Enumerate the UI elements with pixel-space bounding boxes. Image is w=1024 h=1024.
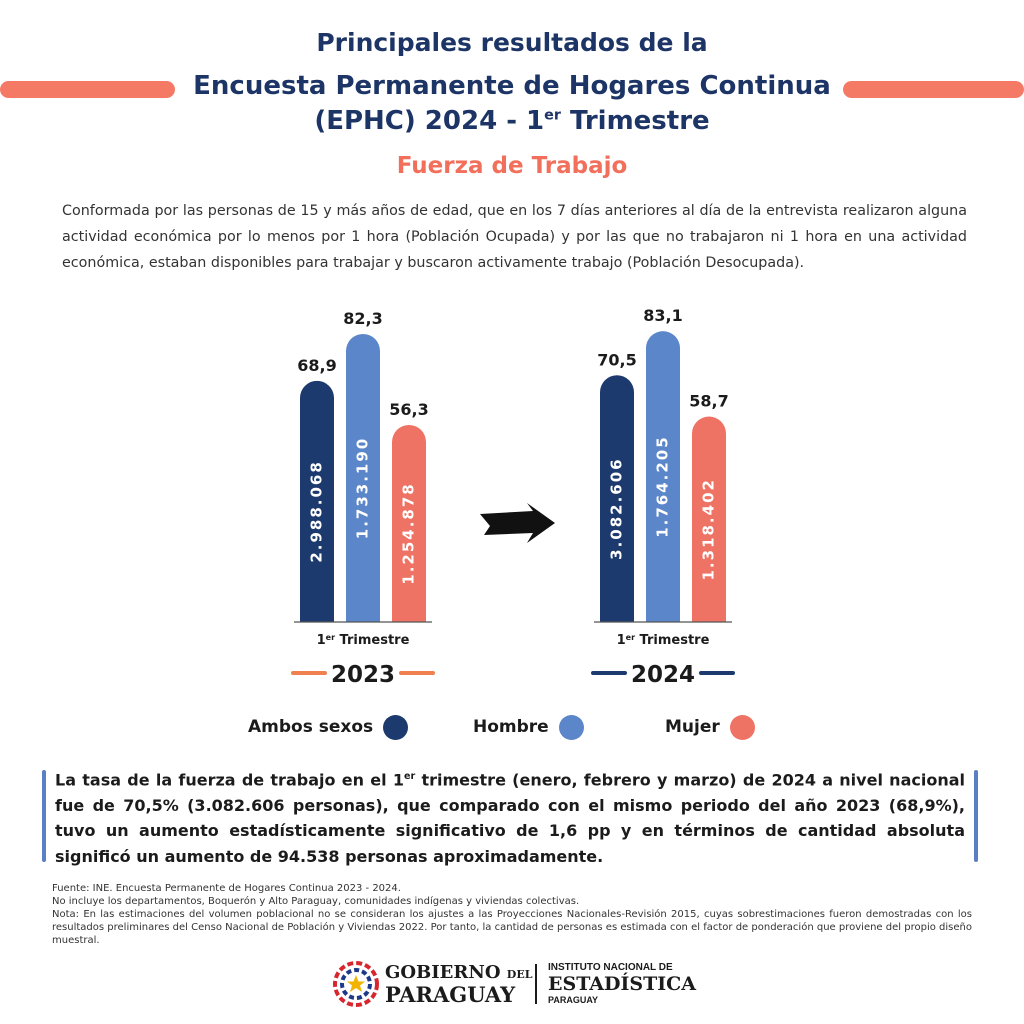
footnote-note: Nota: En las estimaciones del volumen po… <box>52 909 972 946</box>
persons-label-2023-1: 1.733.190 <box>354 437 372 539</box>
legend-dot-ambos <box>383 714 409 740</box>
header-left-accent-bar <box>0 81 175 98</box>
title-line-3-post: Trimestre <box>560 106 710 136</box>
bar-2024-1 <box>646 331 680 622</box>
legend-mujer: Mujer <box>665 712 755 742</box>
legend-label-hombre: Hombre <box>473 717 549 737</box>
year-label-2023: 2023 <box>331 662 395 688</box>
section-subtitle: Fuerza de Trabajo <box>396 153 628 179</box>
gobierno-emblem-icon <box>333 961 379 1007</box>
ine-bottom: PARAGUAY <box>548 995 599 1005</box>
footnote-source: Fuente: INE. Encuesta Permanente de Hoga… <box>52 883 401 894</box>
summary-left-rule <box>42 770 46 862</box>
arrow-icon <box>480 503 555 543</box>
value-label-2024-0: 70,5 <box>597 350 636 369</box>
logo-separator <box>535 964 537 1004</box>
value-label-2024-1: 83,1 <box>643 306 682 325</box>
ine-logo: INSTITUTO NACIONAL DE ESTADÍSTICA PARAGU… <box>548 958 696 1010</box>
title-line-3-sup: er <box>544 107 561 124</box>
summary-part-1: La tasa de la fuerza de trabajo en el 1 <box>55 770 404 790</box>
gobierno-bottom: PARAGUAY <box>385 981 516 1007</box>
summary-paragraph: La tasa de la fuerza de trabajo en el 1e… <box>55 764 965 869</box>
summary-right-rule <box>974 770 978 862</box>
legend-dot-hombre <box>558 714 584 740</box>
persons-label-2024-2: 1.318.402 <box>700 478 718 580</box>
header-right-accent-bar <box>843 81 1024 98</box>
labor-force-chart: 68,9 2.988.068 82,3 1.733.190 56,3 1.254.878 1… <box>291 306 735 688</box>
gobierno-wordmark: GOBIERNO DEL PARAGUAY <box>385 961 533 1007</box>
legend-hombre: Hombre <box>473 712 584 742</box>
gobierno-top: GOBIERNO <box>385 961 501 983</box>
persons-label-2024-1: 1.764.205 <box>654 435 672 537</box>
year-label-2024: 2024 <box>631 662 695 688</box>
value-label-2023-2: 56,3 <box>389 400 428 419</box>
legend-ambos: Ambos sexos <box>248 712 409 742</box>
footnote-exclusion: No incluye los departamentos, Boquerón y… <box>52 896 580 907</box>
title-line-3-pre: (EPHC) 2024 - 1 <box>314 106 545 136</box>
legend-label-ambos: Ambos sexos <box>248 717 374 737</box>
bar-2023-2 <box>392 424 426 622</box>
title-line-2: Encuesta Permanente de Hogares Continua <box>193 71 831 101</box>
period-label-2023: 1er Trimestre <box>317 633 410 649</box>
persons-label-2024-0: 3.082.606 <box>608 457 626 559</box>
period-label-2024: 1er Trimestre <box>617 633 710 649</box>
value-label-2024-2: 58,7 <box>689 392 728 411</box>
value-label-2023-0: 68,9 <box>297 356 336 375</box>
footnotes: Fuente: INE. Encuesta Permanente de Hoga… <box>52 882 972 947</box>
value-label-2023-1: 82,3 <box>343 309 382 328</box>
ine-mid: ESTADÍSTICA <box>548 973 697 995</box>
persons-label-2023-2: 1.254.878 <box>400 482 418 584</box>
bar-2023-1 <box>346 333 380 622</box>
summary-sup: er <box>403 771 416 782</box>
description-text: Conformada por las personas de 15 y más … <box>62 203 967 271</box>
bar-2024-2 <box>692 416 726 622</box>
bar-2024-0 <box>600 375 634 622</box>
legend-label-mujer: Mujer <box>665 717 720 737</box>
legend-dot-mujer <box>729 714 755 740</box>
bar-2023-0 <box>300 380 334 622</box>
gobierno-paraguay-logo: GOBIERNO DEL PARAGUAY <box>333 958 532 1010</box>
persons-label-2023-0: 2.988.068 <box>308 460 326 562</box>
title-line-3: (EPHC) 2024 - 1er Trimestre <box>0 106 1024 136</box>
ine-top: INSTITUTO NACIONAL DE <box>548 962 673 973</box>
title-line-1: Principales resultados de la <box>316 28 708 57</box>
gobierno-del: DEL <box>506 967 533 981</box>
summary-part-2: trimestre (enero, febrero y marzo) de 20… <box>55 770 965 866</box>
